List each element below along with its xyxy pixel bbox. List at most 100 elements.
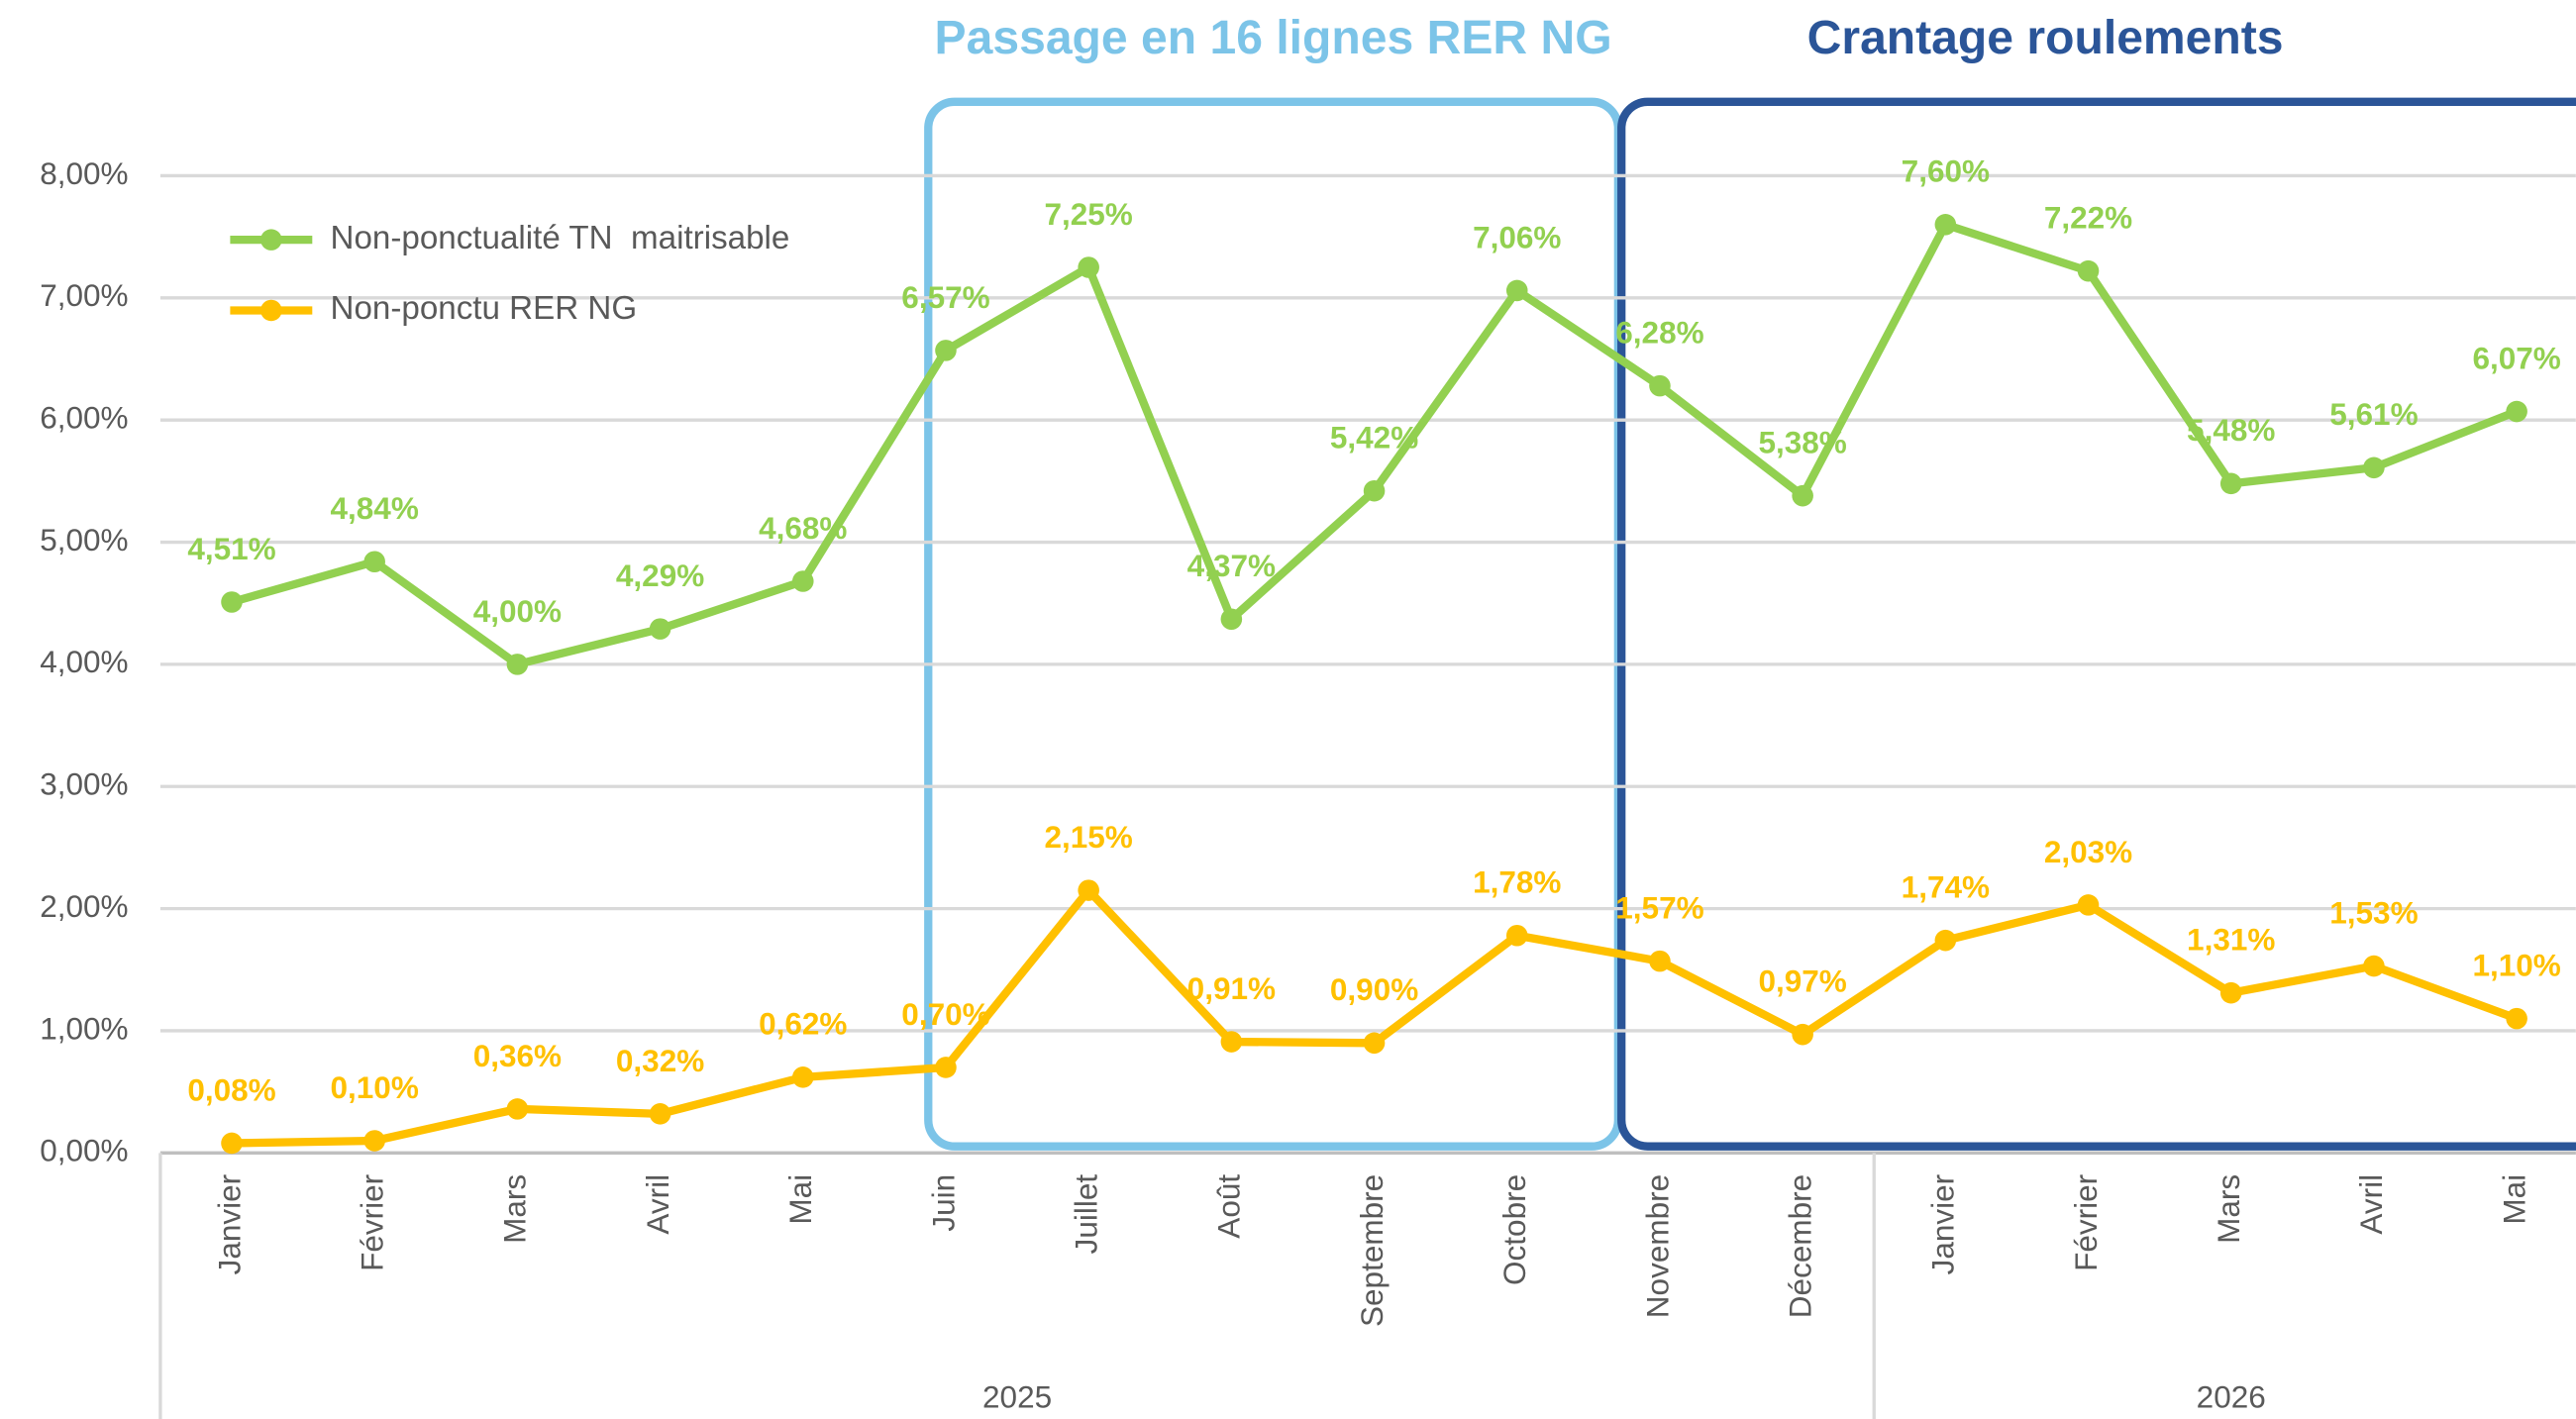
x-tick-label: Octobre: [1496, 1174, 1532, 1285]
data-label: 1,78%: [1473, 864, 1561, 900]
data-point: [649, 618, 671, 640]
data-point: [935, 1057, 957, 1078]
x-tick-label: Novembre: [1639, 1174, 1675, 1318]
x-tick-label: Mai: [2496, 1174, 2531, 1225]
data-point: [1649, 374, 1671, 397]
data-point: [2077, 894, 2100, 916]
x-tick-label: Janvier: [211, 1174, 247, 1275]
series-line: [231, 885, 2519, 1148]
x-tick-label: Mars: [2211, 1174, 2246, 1244]
data-label: 5,42%: [1330, 420, 1418, 456]
data-label: 0,62%: [759, 1006, 847, 1042]
data-label: 0,70%: [901, 996, 989, 1032]
data-label: 1,31%: [2187, 922, 2275, 958]
data-label: 4,00%: [473, 593, 562, 629]
y-tick-label: 1,00%: [40, 1010, 128, 1046]
data-point: [1505, 279, 1528, 302]
data-label: 4,51%: [187, 531, 275, 566]
data-label: 0,32%: [616, 1043, 704, 1078]
data-point: [363, 551, 385, 573]
data-label: 6,07%: [2472, 340, 2560, 375]
data-point: [1934, 929, 1957, 952]
data-point: [1220, 1031, 1243, 1053]
data-label: 2,03%: [2044, 834, 2132, 869]
x-tick-label: Juillet: [1068, 1174, 1103, 1255]
data-label: 2,15%: [1045, 819, 1133, 855]
y-tick-label: 4,00%: [40, 644, 128, 679]
data-label: 7,25%: [1045, 196, 1133, 232]
data-label: 0,10%: [331, 1069, 419, 1105]
data-point: [1792, 484, 1813, 507]
data-label: 7,60%: [1902, 153, 1990, 189]
data-label: 4,84%: [331, 490, 419, 526]
data-point: [221, 1132, 243, 1155]
data-point: [2077, 259, 2100, 282]
data-label: 1,10%: [2472, 948, 2560, 983]
x-tick-label: Juin: [925, 1174, 961, 1232]
group-label: 2025: [982, 1378, 1052, 1414]
data-point: [1649, 950, 1671, 972]
data-point: [1363, 1032, 1386, 1055]
annotation-box: [1617, 97, 2576, 1151]
x-tick-label: Septembre: [1354, 1174, 1390, 1327]
data-point: [1505, 924, 1528, 947]
x-tick-label: Mai: [782, 1174, 818, 1225]
data-label: 4,29%: [616, 557, 704, 593]
y-tick-label: 6,00%: [40, 400, 128, 436]
group-label: 2026: [2197, 1378, 2266, 1414]
x-tick-label: Août: [1211, 1174, 1247, 1239]
data-label: 6,28%: [1615, 315, 1703, 351]
y-tick-label: 5,00%: [40, 522, 128, 557]
data-point: [935, 340, 957, 361]
data-point: [2363, 456, 2385, 479]
x-tick-label: Février: [355, 1174, 390, 1271]
data-label: 6,57%: [901, 279, 989, 315]
data-point: [791, 570, 814, 592]
y-tick-label: 8,00%: [40, 155, 128, 191]
data-point: [363, 1130, 385, 1152]
x-tick-label: Avril: [2353, 1174, 2389, 1235]
data-point: [1078, 879, 1099, 901]
legend-label: Non-ponctu RER NG: [331, 290, 638, 327]
data-label: 0,36%: [473, 1038, 562, 1073]
data-point: [2363, 955, 2385, 977]
data-point: [221, 591, 243, 613]
data-point: [649, 1103, 671, 1125]
data-point: [506, 654, 529, 675]
data-point: [2506, 1007, 2527, 1030]
data-label: 5,48%: [2187, 412, 2275, 448]
data-label: 0,90%: [1330, 971, 1418, 1007]
annotation: Passage en 16 lignes RER NG: [935, 11, 1612, 64]
data-point: [506, 1098, 529, 1120]
data-point: [1934, 214, 1957, 236]
data-point: [1078, 256, 1099, 278]
x-tick-label: Janvier: [1925, 1174, 1961, 1275]
y-tick-label: 2,00%: [40, 888, 128, 924]
data-point: [1792, 1023, 1813, 1046]
data-point: [2219, 981, 2242, 1004]
x-tick-label: Décembre: [1782, 1174, 1817, 1318]
data-label: 1,57%: [1615, 890, 1703, 926]
legend-swatch: [260, 299, 282, 322]
data-point: [791, 1066, 814, 1088]
data-label: 4,37%: [1187, 548, 1276, 583]
data-label: 7,06%: [1473, 219, 1561, 254]
annotation: Crantage roulements: [1807, 11, 2284, 64]
data-label: 0,08%: [187, 1071, 275, 1107]
data-point: [2506, 400, 2527, 423]
x-tick-label: Avril: [640, 1174, 675, 1235]
data-point: [1220, 608, 1243, 631]
data-label: 5,38%: [1758, 425, 1846, 460]
y-tick-label: 0,00%: [40, 1133, 128, 1168]
legend-label: Non-ponctualité TN maitrisable: [331, 220, 790, 256]
y-tick-label: 7,00%: [40, 277, 128, 313]
data-point: [2219, 472, 2242, 495]
data-point: [1363, 479, 1386, 502]
data-label: 5,61%: [2329, 396, 2418, 432]
x-tick-label: Mars: [497, 1174, 533, 1244]
legend-swatch: [260, 229, 282, 251]
data-label: 1,53%: [2329, 894, 2418, 930]
y-tick-label: 3,00%: [40, 766, 128, 802]
data-label: 4,68%: [759, 510, 847, 546]
